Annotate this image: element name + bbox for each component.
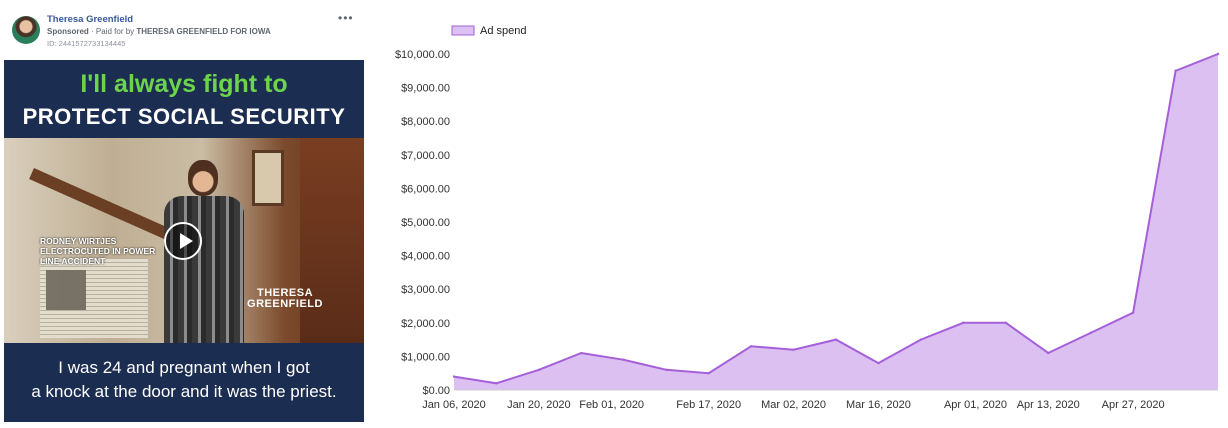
y-tick-label: $1,000.00 [401,351,450,363]
data-point[interactable] [452,375,456,378]
data-points [452,52,1220,385]
y-axis: $0.00 $1,000.00 $2,000.00 $3,000.00 $4,000.0… [395,49,450,397]
y-tick-label: $2,000.00 [401,318,450,330]
wall-picture [252,150,284,206]
play-icon[interactable] [164,222,202,260]
ad-card: Theresa Greenfield Sponsored · Paid for … [4,8,364,422]
ad-header: Theresa Greenfield Sponsored · Paid for … [4,8,364,60]
data-point[interactable] [834,338,838,341]
data-point[interactable] [1047,351,1050,355]
woman-head [188,160,218,196]
data-point[interactable] [665,368,668,372]
x-tick-label: Feb 01, 2020 [579,399,644,411]
ad-spend-chart: Ad spend $0.00 $1,000.00 $2,000.00 $3,000.0… [395,25,1220,411]
x-tick-label: Apr 01, 2020 [944,399,1007,411]
x-tick-label: Apr 27, 2020 [1102,399,1165,411]
y-tick-label: $9,000.00 [401,83,450,95]
data-point[interactable] [749,345,753,348]
wooden-door [300,138,364,343]
data-point[interactable] [1131,311,1135,314]
data-point[interactable] [919,338,923,341]
paid-for-prefix: Paid for by [95,27,135,36]
separator-dot: · [91,27,96,36]
chart-legend[interactable]: Ad spend [451,25,526,37]
paid-for-by-name: THERESA GREENFIELD FOR IOWA [136,27,271,36]
data-point[interactable] [1216,52,1220,56]
newspaper-headline: RODNEY WIRTJES ELECTROCUTED IN POWER LIN… [40,236,156,266]
x-tick-label: Mar 02, 2020 [761,399,826,411]
ad-spend-area [454,54,1218,390]
ad-id: ID: 2441572733134445 [47,39,126,48]
x-tick-label: Feb 17, 2020 [676,399,741,411]
page-avatar[interactable] [12,16,40,44]
data-point[interactable] [707,372,710,375]
sponsored-label: Sponsored [47,27,89,36]
data-point[interactable] [962,321,965,324]
y-tick-label: $3,000.00 [401,284,450,296]
sponsored-line: Sponsored · Paid for by THERESA GREENFIE… [47,27,271,36]
video-caption-line2: a knock at the door and it was the pries… [31,382,337,401]
newspaper-clipping [40,258,148,338]
woman-figure [164,196,244,343]
newspaper-photo [46,270,86,310]
x-tick-label: Mar 16, 2020 [846,399,911,411]
data-point[interactable] [580,351,583,355]
x-tick-label: Apr 13, 2020 [1017,399,1080,411]
video-caption: I was 24 and pregnant when I got a knock… [4,356,364,404]
y-tick-label: $7,000.00 [401,150,450,162]
legend-swatch [451,25,475,36]
data-point[interactable] [792,348,795,351]
y-tick-label: $10,000.00 [395,49,450,61]
video-caption-line1: I was 24 and pregnant when I got [58,358,310,377]
x-axis: Jan 06, 2020 Jan 20, 2020 Feb 01, 2020 Feb … [422,399,1164,411]
video-headline-line2: PROTECT SOCIAL SECURITY [22,104,346,129]
y-tick-label: $5,000.00 [401,217,450,229]
ad-video[interactable]: I'll always fight to PROTECT SOCIAL SECU… [4,60,364,422]
data-point[interactable] [877,361,880,365]
y-tick-label: $0.00 [422,385,450,397]
y-tick-label: $4,000.00 [401,251,450,263]
x-tick-label: Jan 20, 2020 [507,399,571,411]
data-point[interactable] [622,358,625,361]
data-point[interactable] [495,382,498,385]
legend-label: Ad spend [480,25,526,37]
data-point[interactable] [537,368,541,372]
data-point[interactable] [1174,69,1177,73]
candidate-watermark: THERESA GREENFIELD [247,287,323,310]
y-tick-label: $6,000.00 [401,183,450,195]
y-tick-label: $8,000.00 [401,116,450,128]
more-options-icon[interactable]: ••• [338,11,354,25]
video-headline-line1: I'll always fight to [80,70,288,98]
data-point[interactable] [1089,331,1092,335]
x-tick-label: Jan 06, 2020 [422,399,486,411]
data-point[interactable] [1004,321,1007,324]
page-name-link[interactable]: Theresa Greenfield [47,14,134,25]
